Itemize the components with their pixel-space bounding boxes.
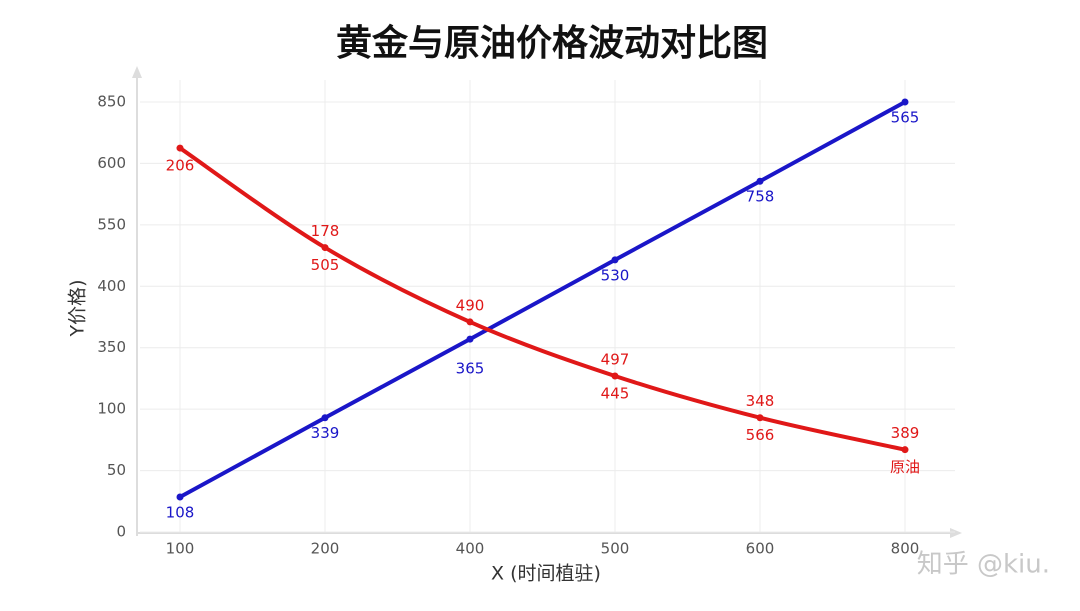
x-axis-label: X (时间植驻) [491,563,601,585]
data-point [466,318,474,326]
y-axis-label: Y价格) [67,279,89,337]
x-tick-label: 600 [746,540,775,558]
series-line [179,100,906,499]
data-label: 原油 [890,458,920,476]
data-point [176,493,184,501]
data-label: 566 [746,426,775,444]
x-axis-arrow [950,528,962,538]
data-label: 505 [311,256,340,274]
y-tick-label: 350 [97,338,126,356]
y-tick-label: 600 [97,154,126,172]
data-point [901,446,909,454]
data-label: 565 [891,109,920,127]
data-point [611,372,619,380]
data-point [901,98,909,106]
x-tick-label: 200 [311,540,340,558]
data-point [176,144,184,152]
data-label: 490 [456,296,485,314]
data-point [611,256,619,264]
data-label: 178 [311,222,340,240]
watermark: 知乎 @kiu. [917,550,1050,580]
y-tick-label: 100 [97,400,126,418]
data-label: 339 [311,424,340,442]
data-label: 108 [166,503,195,521]
data-label: 445 [601,384,630,402]
y-tick-label: 550 [97,215,126,233]
series-line [178,146,906,452]
data-label: 758 [746,188,775,206]
x-tick-label: 500 [601,540,630,558]
x-tick-label: 400 [456,540,485,558]
data-point [466,335,474,343]
y-tick-label: 400 [97,277,126,295]
data-label: 389 [891,424,920,442]
data-label: 365 [456,360,485,378]
y-tick-label: 0 [116,523,126,541]
data-point [321,414,329,422]
data-point [756,414,764,422]
y-tick-label: 50 [107,461,126,479]
data-label: 348 [746,392,775,410]
x-tick-label: 800 [891,540,920,558]
data-label: 497 [601,350,630,368]
x-tick-label: 100 [166,540,195,558]
data-label: 206 [166,157,195,175]
data-point [321,244,329,252]
y-tick-label: 850 [97,93,126,111]
data-label: 530 [601,266,630,284]
y-axis-arrow [132,66,142,78]
data-point [756,177,764,185]
chart-title: 黄金与原油价格波动对比图 [336,22,768,64]
